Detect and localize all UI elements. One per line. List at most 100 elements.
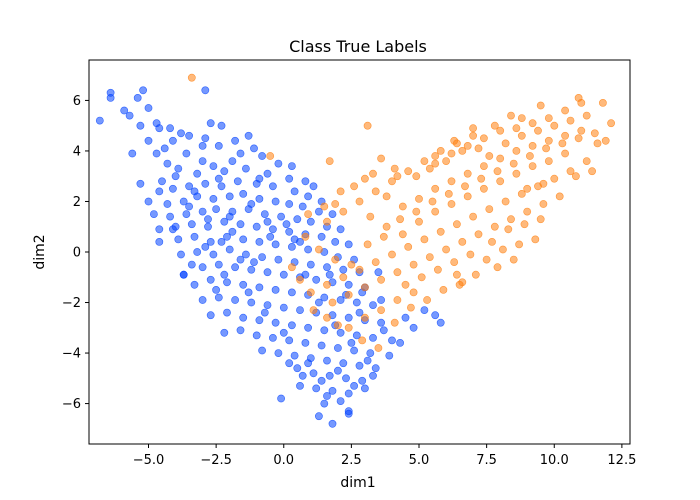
- data-point-series-0: [236, 326, 245, 335]
- data-point-series-1: [450, 258, 459, 266]
- data-point-series-0: [209, 194, 218, 203]
- data-point-series-1: [358, 336, 367, 345]
- data-point-series-1: [512, 146, 521, 155]
- y-tick-label: 4: [73, 144, 81, 159]
- data-point-series-0: [263, 169, 272, 178]
- data-point-series-1: [371, 258, 380, 266]
- data-point-series-0: [255, 283, 264, 292]
- data-point-series-1: [382, 192, 391, 201]
- data-point-series-1: [415, 194, 423, 203]
- data-point-series-0: [168, 184, 177, 193]
- data-point-series-0: [285, 336, 294, 345]
- data-point-series-1: [377, 154, 385, 163]
- data-point-series-1: [523, 207, 532, 216]
- data-point-series-0: [252, 331, 261, 340]
- data-point-series-0: [282, 220, 291, 229]
- data-point-series-0: [333, 344, 342, 352]
- data-point-series-1: [479, 162, 488, 170]
- data-point-series-0: [260, 308, 269, 317]
- data-point-series-1: [374, 344, 383, 352]
- y-tick-label: −2: [62, 296, 81, 311]
- data-point-series-0: [179, 270, 188, 279]
- data-point-series-0: [168, 136, 177, 145]
- data-point-series-0: [166, 124, 174, 133]
- data-point-series-0: [223, 232, 231, 241]
- data-point-series-0: [323, 356, 331, 365]
- data-point-series-0: [258, 346, 266, 355]
- data-point-series-0: [304, 192, 312, 201]
- chart-title: Class True Labels: [289, 37, 427, 56]
- data-point-series-0: [344, 280, 353, 289]
- data-point-series-0: [350, 381, 358, 390]
- data-point-series-0: [190, 232, 199, 241]
- data-point-series-0: [239, 235, 248, 244]
- data-point-series-1: [431, 184, 440, 193]
- data-point-series-0: [268, 182, 277, 191]
- data-point-series-1: [393, 172, 402, 181]
- x-tick-label: 2.5: [341, 453, 362, 468]
- y-tick-label: 0: [73, 246, 81, 261]
- data-point-series-0: [225, 192, 234, 201]
- data-point-series-1: [439, 285, 448, 294]
- data-point-series-1: [382, 222, 391, 231]
- data-point-series-0: [260, 210, 269, 218]
- data-point-series-0: [228, 227, 237, 236]
- data-point-series-1: [388, 250, 396, 259]
- data-point-series-1: [536, 215, 545, 224]
- data-point-series-0: [206, 311, 215, 320]
- data-point-series-0: [369, 371, 377, 380]
- data-point-series-1: [577, 126, 586, 135]
- data-point-series-1: [590, 129, 599, 138]
- data-point-series-1: [417, 273, 426, 282]
- data-point-series-0: [379, 326, 388, 335]
- data-point-series-0: [250, 144, 258, 153]
- data-point-series-1: [331, 255, 340, 264]
- data-point-series-0: [258, 253, 266, 261]
- data-point-series-0: [171, 172, 180, 181]
- data-point-series-1: [347, 260, 356, 269]
- data-point-series-0: [206, 237, 215, 246]
- data-point-series-1: [390, 164, 399, 173]
- data-point-series-1: [415, 217, 423, 226]
- data-point-series-0: [244, 131, 253, 140]
- data-point-series-0: [239, 313, 248, 322]
- data-point-series-1: [452, 220, 461, 229]
- data-point-series-1: [363, 240, 372, 249]
- data-point-series-1: [558, 139, 567, 148]
- data-point-series-0: [369, 301, 377, 309]
- data-point-series-1: [493, 167, 502, 176]
- data-point-series-0: [266, 232, 275, 241]
- data-point-series-1: [463, 141, 472, 150]
- data-point-series-0: [155, 237, 164, 246]
- data-point-series-1: [593, 139, 602, 148]
- data-point-series-0: [377, 318, 385, 327]
- data-point-series-1: [542, 144, 550, 153]
- data-point-series-1: [436, 227, 445, 236]
- data-point-series-0: [163, 159, 172, 168]
- data-point-series-0: [228, 157, 237, 165]
- data-point-series-1: [442, 157, 450, 165]
- data-point-series-0: [220, 270, 229, 279]
- data-point-series-1: [574, 134, 583, 143]
- data-point-series-0: [182, 149, 191, 158]
- data-point-series-1: [463, 192, 472, 201]
- data-point-series-1: [339, 207, 348, 216]
- data-point-series-0: [204, 222, 212, 231]
- data-point-series-0: [328, 386, 337, 395]
- data-point-series-1: [528, 162, 537, 170]
- data-point-series-1: [420, 235, 429, 244]
- data-point-series-0: [268, 333, 277, 342]
- data-point-series-0: [220, 217, 229, 226]
- data-point-series-0: [431, 311, 440, 320]
- data-point-series-1: [582, 111, 591, 120]
- data-point-series-0: [255, 174, 264, 183]
- data-point-series-0: [155, 225, 164, 234]
- data-point-series-0: [323, 263, 331, 272]
- data-point-series-0: [339, 359, 348, 368]
- data-point-series-1: [325, 157, 334, 165]
- data-point-series-1: [323, 280, 331, 289]
- data-point-series-0: [185, 202, 193, 211]
- data-point-series-1: [561, 106, 569, 115]
